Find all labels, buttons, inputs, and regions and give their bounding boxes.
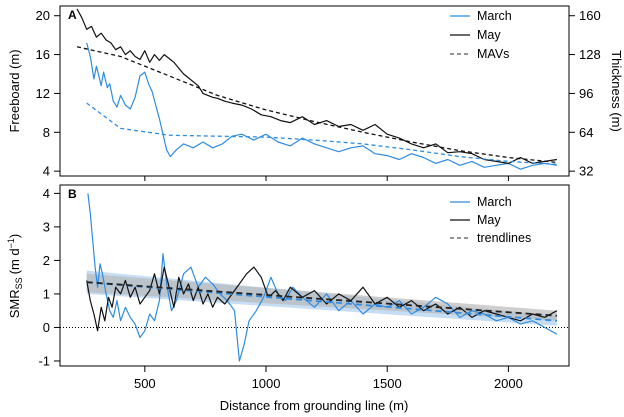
panel-b-ylabel-exp: −1 [6, 238, 16, 248]
panel-a-label: A [68, 8, 77, 22]
panel-b-series [86, 193, 558, 362]
panel-b-xlabel: Distance from grounding line (m) [220, 398, 409, 413]
panel-a-ytick-right-label: 96 [579, 86, 593, 101]
panel-a-frame [59, 5, 570, 177]
panel-a-ticks: 4 8 12 16 20 32 64 96 128 160 [36, 8, 601, 181]
panel-b-ytick-label: -1 [38, 353, 50, 368]
panel-b-line-trend-march [86, 281, 557, 322]
panel-b-line-may [86, 266, 558, 332]
panel-b-confidence-band [86, 273, 557, 321]
panel-a-ytick-right-label: 32 [579, 164, 593, 179]
panel-b-legend: March May trendlines [450, 195, 531, 245]
panel-b-legend-label: trendlines [477, 231, 531, 245]
panel-b-ylabel-units: (m d [7, 248, 22, 274]
panel-b-ylabel-main: SMR [7, 289, 22, 318]
panel-b-label: B [68, 187, 77, 201]
panel-a-line-mav-march [86, 102, 557, 165]
panel-a-legend-label: March [477, 9, 512, 23]
panel-a-line-mav-may [76, 46, 557, 164]
panel-b-xtick-label: 500 [134, 376, 156, 391]
panel-a-ytick-right-label: 128 [579, 47, 601, 62]
panel-a-series [76, 8, 557, 170]
panel-a-ytick-right-label: 64 [579, 125, 593, 140]
panel-b-ytick-label: 4 [43, 186, 50, 201]
panel-b-legend-label: May [477, 213, 501, 227]
panel-b-ylabel-sub: SS [14, 277, 24, 289]
panel-a-ytick-label: 4 [43, 164, 50, 179]
panel-b: B SMRSS (m d−1) Distance from grounding l… [6, 184, 570, 413]
panel-a-line-march [86, 42, 557, 170]
panel-a-ytick-label: 16 [36, 47, 50, 62]
panel-b-frame [59, 184, 570, 367]
panel-b-ylabel-close: ) [7, 234, 22, 238]
panel-b-ytick-label: 1 [43, 286, 50, 301]
panel-b-ytick-label: 0 [43, 320, 50, 335]
panel-b-ticks: -1 0 1 2 3 4 500 1000 1500 2000 [38, 186, 569, 391]
panel-a-legend: March May MAVs [450, 9, 512, 61]
panel-a-ylabel: Freeboard (m) [7, 49, 22, 132]
panel-a-ytick-label: 8 [43, 125, 50, 140]
panel-b-xtick-label: 1000 [252, 376, 281, 391]
panel-a-ylabel-right: Thickness (m) [609, 50, 624, 132]
panel-b-legend-label: March [477, 195, 512, 209]
panel-b-line-trend-may [86, 281, 557, 317]
panel-b-ylabel: SMRSS (m d−1) [6, 234, 24, 319]
panel-b-line-march [87, 193, 558, 362]
panel-a-ytick-label: 20 [36, 8, 50, 23]
panel-b-ytick-label: 3 [43, 219, 50, 234]
panel-a-line-may [76, 8, 557, 164]
panel-b-xtick-label: 1500 [373, 376, 402, 391]
panel-a-ytick-label: 12 [36, 86, 50, 101]
panel-a-ytick-right-label: 160 [579, 8, 601, 23]
panel-a-legend-label: May [477, 28, 501, 42]
panel-b-xtick-label: 2000 [494, 376, 523, 391]
panel-b-ytick-label: 2 [43, 253, 50, 268]
panel-a: A Freeboard (m) Thickness (m) 4 8 12 16 20 32… [7, 5, 624, 181]
panel-a-legend-label: MAVs [477, 47, 509, 61]
